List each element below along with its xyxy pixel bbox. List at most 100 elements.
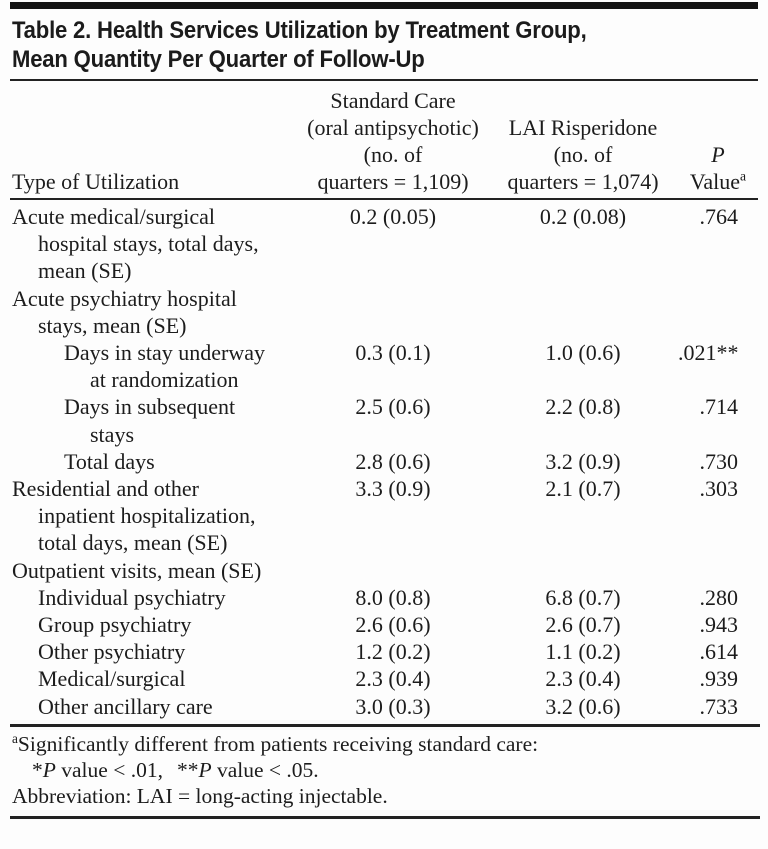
cell-p-value: .303 bbox=[699, 476, 739, 502]
row-label-wrap: mean (SE) bbox=[38, 258, 132, 284]
cell-standard-care: 8.0 (0.8) bbox=[355, 584, 431, 610]
cell-p-value: .730 bbox=[699, 448, 739, 474]
cell-standard-care: 2.8 (0.6) bbox=[355, 448, 431, 474]
cell-p-value: .943 bbox=[699, 612, 739, 638]
header-lai-line1: LAI Risperidone bbox=[508, 115, 658, 140]
header-standard-care-line2: (oral antipsychotic) bbox=[307, 115, 479, 140]
title-divider-rule bbox=[10, 79, 758, 81]
header-lai-risperidone: LAI Risperidone (no. of quarters = 1,074… bbox=[488, 87, 678, 200]
value-label: Value bbox=[689, 169, 741, 194]
cell-standard-care bbox=[298, 557, 488, 584]
table-row: Group psychiatry 2.6 (0.6) 2.6 (0.7) .94… bbox=[10, 611, 758, 638]
cell-p-value bbox=[678, 557, 758, 584]
footnote-abbreviation: Abbreviation: LAI = long-acting injectab… bbox=[12, 783, 388, 808]
cell-standard-care: 1.2 (0.2) bbox=[355, 639, 431, 665]
header-standard-care-line4: quarters = 1,109) bbox=[317, 169, 469, 194]
cell-p-value: .614 bbox=[699, 639, 739, 665]
utilization-table: Type of Utilization Standard Care (oral … bbox=[10, 87, 758, 720]
p-italic: P bbox=[42, 757, 56, 782]
cell-standard-care: 2.3 (0.4) bbox=[355, 666, 431, 692]
p05-text: value < .05. bbox=[211, 757, 319, 782]
header-lai-line3: quarters = 1,074) bbox=[507, 169, 659, 194]
row-label: Other ancillary care bbox=[38, 693, 213, 719]
table-row: Outpatient visits, mean (SE) bbox=[10, 557, 758, 584]
table-row: Medical/surgical 2.3 (0.4) 2.3 (0.4) .93… bbox=[10, 665, 758, 692]
table-title: Table 2. Health Services Utilization by … bbox=[12, 16, 768, 74]
row-label-wrap: stays, mean (SE) bbox=[38, 312, 187, 338]
cell-lai-risperidone: 6.8 (0.7) bbox=[545, 584, 621, 610]
header-lai-line2: (no. of bbox=[553, 142, 613, 167]
cell-p-value: .733 bbox=[699, 693, 739, 719]
row-label: Total days bbox=[64, 448, 155, 474]
single-asterisk: * bbox=[32, 757, 43, 782]
table-row: Individual psychiatry 8.0 (0.8) 6.8 (0.7… bbox=[10, 584, 758, 611]
cell-lai-risperidone: 1.0 (0.6) bbox=[545, 340, 621, 366]
table-row: Days in stay underway at randomization 0… bbox=[10, 339, 758, 393]
row-label-wrap: inpatient hospitalization, bbox=[38, 503, 256, 529]
header-standard-care-line1: Standard Care bbox=[330, 88, 456, 113]
cell-standard-care bbox=[298, 285, 488, 339]
cell-standard-care: 2.5 (0.6) bbox=[355, 394, 431, 420]
row-label-wrap: stays bbox=[90, 421, 134, 447]
table-row: Acute medical/surgical hospital stays, t… bbox=[10, 199, 758, 285]
header-p-line2: Valuea bbox=[678, 168, 758, 195]
row-label: Outpatient visits, mean (SE) bbox=[12, 557, 262, 583]
cell-lai-risperidone: 2.2 (0.8) bbox=[545, 394, 621, 420]
table-row: Other psychiatry 1.2 (0.2) 1.1 (0.2) .61… bbox=[10, 638, 758, 665]
cell-p-value: .714 bbox=[699, 394, 739, 420]
row-label: Acute psychiatry hospital bbox=[12, 285, 237, 311]
cell-lai-risperidone: 3.2 (0.9) bbox=[545, 448, 621, 474]
row-label: Other psychiatry bbox=[38, 639, 186, 665]
cell-p-value: .021** bbox=[678, 340, 739, 366]
header-p-line1: P bbox=[678, 141, 758, 168]
cell-standard-care: 2.6 (0.6) bbox=[355, 612, 431, 638]
table-row: Acute psychiatry hospital stays, mean (S… bbox=[10, 285, 758, 339]
cell-lai-risperidone: 2.3 (0.4) bbox=[545, 666, 621, 692]
cell-p-value: .764 bbox=[699, 204, 739, 229]
header-row: Type of Utilization Standard Care (oral … bbox=[10, 87, 758, 200]
row-label: Residential and other bbox=[12, 476, 199, 502]
footnote-p-thresholds: *P value < .01, **P value < .05. bbox=[12, 757, 760, 783]
cell-standard-care: 3.0 (0.3) bbox=[355, 693, 431, 719]
row-label: Individual psychiatry bbox=[38, 584, 226, 610]
row-label-wrap: at randomization bbox=[90, 367, 239, 393]
p-italic: P bbox=[711, 142, 725, 167]
table-row: Residential and other inpatient hospital… bbox=[10, 475, 758, 557]
table-row: Total days 2.8 (0.6) 3.2 (0.9) .730 bbox=[10, 448, 758, 475]
cell-standard-care: 3.3 (0.9) bbox=[355, 476, 431, 502]
header-standard-care: Standard Care (oral antipsychotic) (no. … bbox=[298, 87, 488, 200]
table-title-line1: Table 2. Health Services Utilization by … bbox=[12, 17, 587, 44]
cell-lai-risperidone bbox=[488, 285, 678, 339]
top-rule bbox=[10, 2, 758, 9]
row-label-wrap: hospital stays, total days, bbox=[38, 231, 259, 257]
cell-lai-risperidone: 0.2 (0.08) bbox=[539, 204, 627, 229]
cell-p-value bbox=[678, 285, 758, 339]
header-p-value: P Valuea bbox=[678, 87, 758, 200]
footnote-significance: aSignificantly different from patients r… bbox=[12, 731, 760, 757]
row-label: Medical/surgical bbox=[38, 666, 186, 692]
table-row: Other ancillary care 3.0 (0.3) 3.2 (0.6)… bbox=[10, 693, 758, 720]
cell-lai-risperidone: 2.1 (0.7) bbox=[545, 476, 621, 502]
cell-p-value: .939 bbox=[699, 666, 739, 692]
table-title-line2: Mean Quantity Per Quarter of Follow-Up bbox=[12, 46, 425, 73]
cell-lai-risperidone: 2.6 (0.7) bbox=[545, 612, 621, 638]
header-standard-care-line3: (no. of bbox=[363, 142, 423, 167]
cell-lai-risperidone: 1.1 (0.2) bbox=[545, 639, 621, 665]
double-asterisk: ** bbox=[176, 757, 199, 782]
row-label: Group psychiatry bbox=[38, 612, 192, 638]
row-label: Days in stay underway bbox=[64, 340, 266, 366]
p01-text: value < .01, bbox=[55, 757, 163, 782]
footnotes: aSignificantly different from patients r… bbox=[10, 723, 760, 819]
footnote-marker-a: a bbox=[740, 168, 747, 184]
footnote-significance-text: Significantly different from patients re… bbox=[17, 731, 539, 756]
cell-p-value: .280 bbox=[699, 584, 739, 610]
header-type-of-utilization: Type of Utilization bbox=[10, 87, 298, 200]
cell-lai-risperidone: 3.2 (0.6) bbox=[545, 693, 621, 719]
row-label-wrap: total days, mean (SE) bbox=[38, 530, 228, 556]
footnote-a-marker: a bbox=[12, 730, 18, 746]
cell-standard-care: 0.2 (0.05) bbox=[349, 204, 437, 229]
table-row: Days in subsequent stays 2.5 (0.6) 2.2 (… bbox=[10, 393, 758, 447]
p-italic: P bbox=[198, 757, 212, 782]
cell-lai-risperidone bbox=[488, 557, 678, 584]
